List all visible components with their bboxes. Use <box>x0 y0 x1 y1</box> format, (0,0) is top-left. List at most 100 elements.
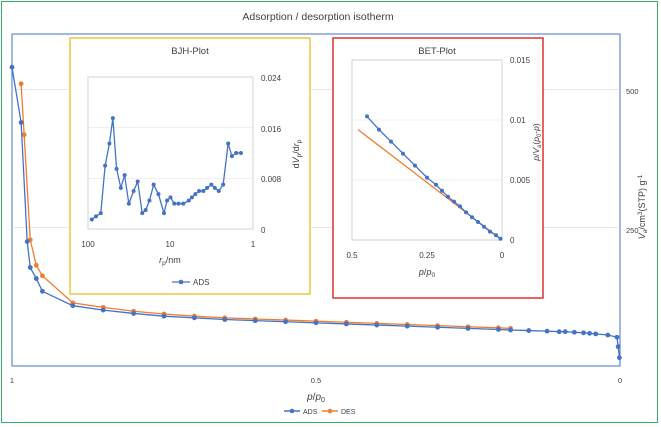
ads-point <box>593 331 599 337</box>
bjh-ads-point <box>151 182 156 187</box>
bjh-ads-point <box>189 195 194 200</box>
bjh-y-tick: 0.016 <box>261 125 282 134</box>
bet-y-tick: 0.01 <box>510 116 526 125</box>
ads-point <box>70 303 76 309</box>
bjh-ads-point <box>176 201 181 206</box>
bet-ads-point <box>470 215 474 220</box>
ads-point <box>435 324 440 330</box>
ads-point <box>40 288 45 294</box>
bjh-ads-point <box>103 163 108 168</box>
bjh-ads-point <box>221 182 226 187</box>
bjh-ads-point <box>193 192 198 197</box>
bjh-ads-point <box>107 141 112 146</box>
main-x-axis-label: p/p0 <box>306 392 325 404</box>
bjh-ads-point <box>172 201 177 206</box>
legend-marker-des <box>327 408 333 414</box>
bet-ads-point <box>494 233 498 238</box>
legend-marker-bjh-ads <box>178 279 184 285</box>
ads-point <box>544 328 550 334</box>
ads-point <box>27 265 33 270</box>
des-point <box>18 81 24 87</box>
bjh-title: BJH-Plot <box>171 46 209 57</box>
bjh-ads-point <box>110 116 115 121</box>
bet-x-tick: 0.25 <box>419 251 435 260</box>
bjh-y-tick: 0 <box>261 226 266 235</box>
bjh-legend-ads: ADS <box>193 278 209 287</box>
bjh-ads-point <box>238 151 243 155</box>
bet-ads-point <box>401 151 405 156</box>
main-y-tick: 250 <box>626 226 639 235</box>
bjh-ads-point <box>209 182 214 187</box>
bjh-ads-point <box>161 211 166 216</box>
bjh-ads-point <box>165 198 170 203</box>
main-x-tick: 0.5 <box>311 376 321 385</box>
bet-y-tick: 0 <box>510 236 515 245</box>
bet-x-axis-label: p/p0 <box>418 267 436 279</box>
ads-point <box>33 276 39 281</box>
bjh-plot-area <box>87 76 254 230</box>
ads-point <box>572 329 577 335</box>
bjh-ads-point <box>126 201 131 206</box>
ads-point <box>161 313 167 319</box>
bjh-ads-point <box>234 151 239 155</box>
bjh-ads-point <box>114 166 119 171</box>
bet-ads-point <box>464 210 468 215</box>
bjh-ads-point <box>186 198 191 203</box>
bjh-legend: ADS <box>172 278 209 287</box>
ads-point <box>131 311 137 316</box>
bet-ads-point <box>488 229 492 234</box>
bet-ads-point <box>498 236 503 241</box>
bet-ads-point <box>413 163 417 168</box>
bjh-ads-point <box>118 185 123 190</box>
bet-ads-point <box>452 199 456 204</box>
ads-point <box>283 319 288 325</box>
main-legend-ads: ADS <box>303 409 318 416</box>
ads-point <box>9 64 15 70</box>
bjh-ads-point <box>147 198 152 203</box>
ads-point <box>374 322 380 328</box>
ads-point <box>562 329 568 335</box>
ads-point <box>508 327 513 333</box>
ads-point <box>496 327 501 332</box>
ads-point <box>556 329 562 335</box>
bjh-ads-point <box>131 189 136 193</box>
main-x-tick: 0 <box>618 376 622 385</box>
bjh-x-tick: 10 <box>166 240 175 249</box>
bet-ads-point <box>476 220 480 224</box>
bet-ads-point <box>482 224 486 229</box>
main-y-tick: 500 <box>626 87 639 96</box>
main-legend-des: DES <box>341 409 356 416</box>
bet-x-tick: 0 <box>500 251 505 260</box>
bjh-ads-point <box>93 214 98 219</box>
bjh-x-tick: 1 <box>251 240 256 249</box>
ads-point <box>581 330 586 336</box>
bet-y-axis-label: p/Va(p0-p) <box>531 123 543 162</box>
bjh-ads-point <box>212 185 217 190</box>
ads-point <box>615 344 621 350</box>
bjh-ads-point <box>197 189 202 193</box>
ads-point <box>616 355 622 361</box>
des-point <box>33 262 39 268</box>
ads-point <box>18 120 24 125</box>
bjh-ads-point <box>216 189 221 193</box>
bjh-ads-point <box>89 217 94 222</box>
ads-point <box>614 334 620 340</box>
bjh-y-tick: 0.024 <box>261 74 282 83</box>
bet-y-tick: 0.005 <box>510 176 531 185</box>
bet-y-tick: 0.015 <box>510 56 531 65</box>
des-point <box>40 273 45 279</box>
bjh-ads-point <box>122 173 127 178</box>
bjh-ads-point <box>201 189 206 193</box>
ads-point <box>192 315 197 321</box>
ads-point <box>313 320 319 326</box>
bet-ads-point <box>377 127 381 132</box>
bet-x-tick: 0.5 <box>346 251 358 260</box>
ads-point <box>222 317 228 322</box>
main-x-tick: 1 <box>10 376 14 385</box>
des-point <box>21 132 27 138</box>
bet-ads-point <box>434 182 438 187</box>
bjh-ads-point <box>205 185 210 190</box>
ads-point <box>404 323 410 329</box>
bjh-y-tick: 0.008 <box>261 175 282 184</box>
